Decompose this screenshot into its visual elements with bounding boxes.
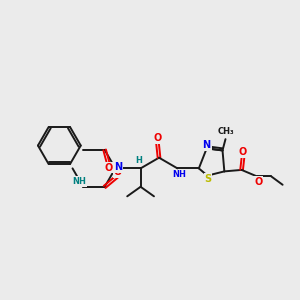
Text: CH₃: CH₃ xyxy=(217,127,234,136)
Text: NH: NH xyxy=(73,177,87,186)
Text: H: H xyxy=(136,156,142,165)
Text: O: O xyxy=(254,177,262,187)
Text: N: N xyxy=(114,162,122,172)
Text: O: O xyxy=(104,163,112,173)
Text: N: N xyxy=(202,140,211,150)
Text: S: S xyxy=(204,174,211,184)
Text: O: O xyxy=(239,147,247,157)
Text: NH: NH xyxy=(172,170,186,179)
Text: O: O xyxy=(153,133,162,143)
Text: O: O xyxy=(114,167,122,177)
